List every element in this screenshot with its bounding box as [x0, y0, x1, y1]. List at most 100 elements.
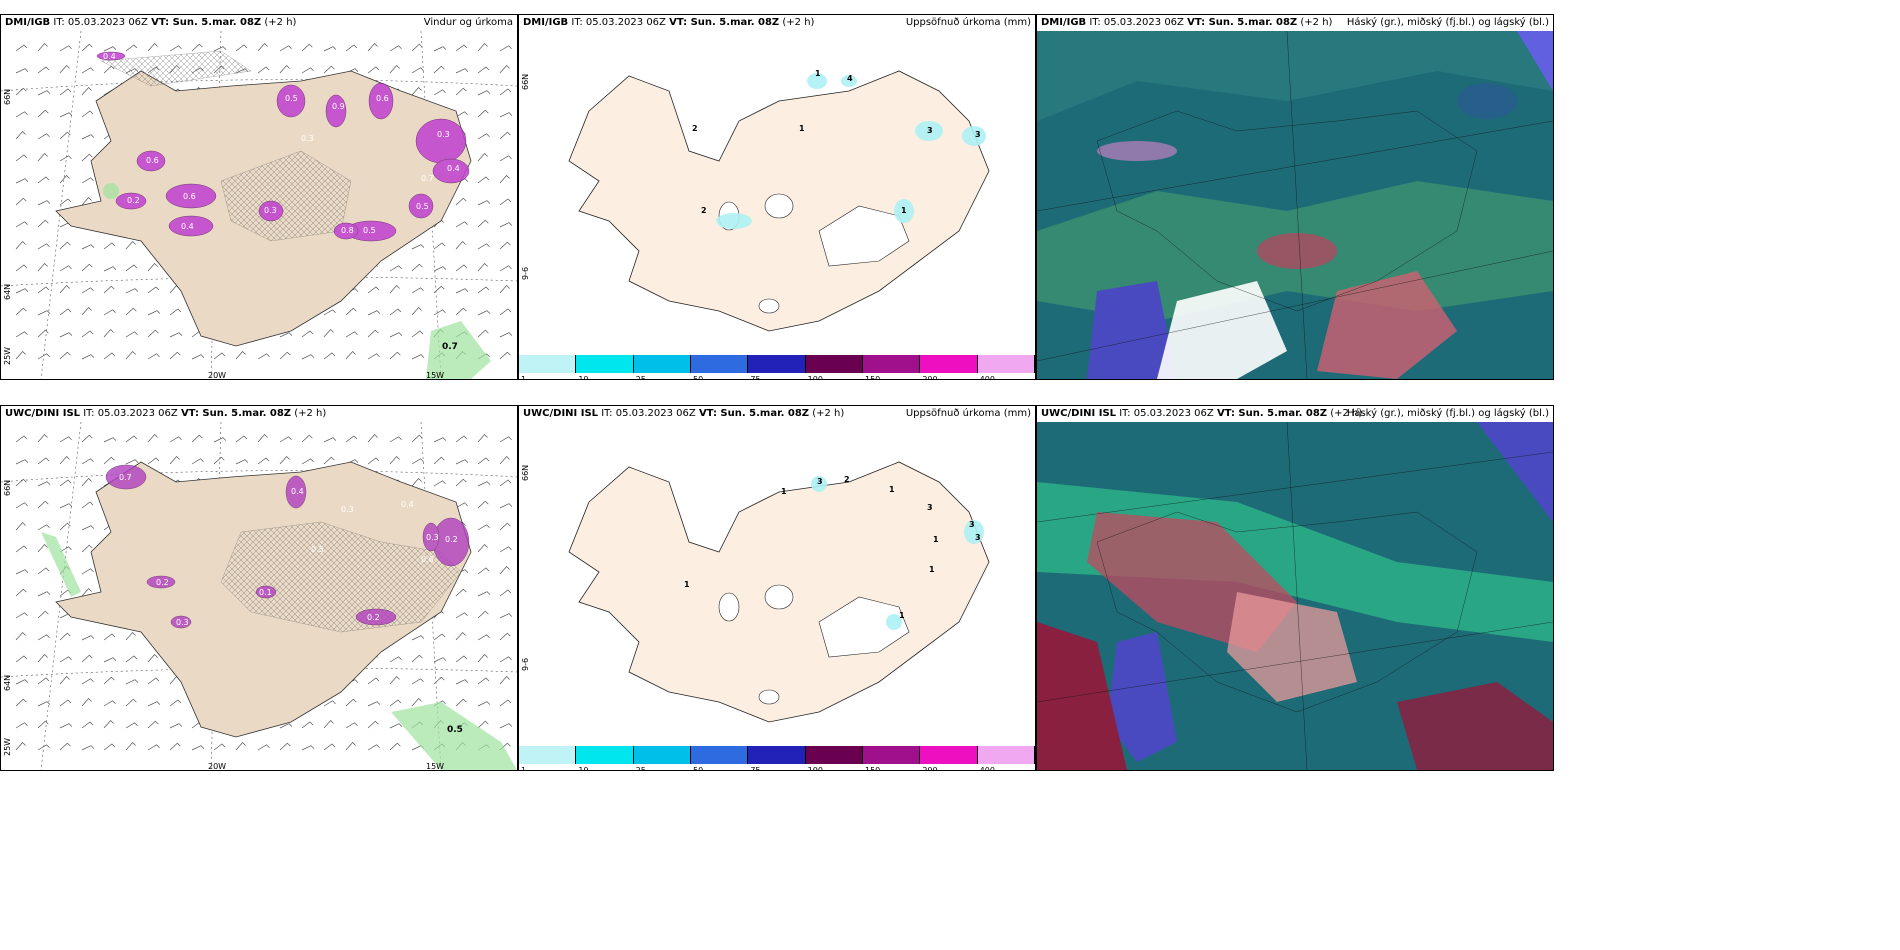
colorbar-label: 25: [635, 375, 646, 380]
colorbar-label: 200: [922, 766, 938, 771]
wind-barb: [15, 569, 29, 575]
colorbar-swatch: [863, 355, 921, 373]
colorbar-swatch: [920, 746, 978, 764]
wind-barb: [37, 310, 51, 316]
valid-time: VT: Sun. 5.mar. 08Z: [180, 408, 292, 419]
model-source: DMI/IGB: [523, 17, 569, 28]
wind-barb: [59, 656, 72, 663]
wind-barb: [301, 721, 314, 729]
wind-barb: [433, 242, 446, 250]
wind-barb: [345, 722, 358, 729]
valid-time: VT: Sun. 5.mar. 08Z: [698, 408, 810, 419]
precip-value-label: 0.7: [119, 473, 132, 482]
lat-label-66n: 66N: [3, 88, 12, 105]
wind-barb: [37, 152, 48, 162]
wind-barb: [103, 657, 117, 663]
wind-barb: [477, 243, 490, 250]
wind-barb: [499, 565, 510, 575]
wind-barb: [257, 744, 270, 751]
wind-barb: [169, 723, 183, 729]
wind-barb: [125, 722, 138, 729]
wind-barb: [345, 44, 358, 52]
wind-barb: [213, 743, 226, 751]
wind-barb: [37, 353, 50, 360]
wind-barb: [59, 479, 72, 487]
lon-label-15w: 15W: [426, 371, 445, 380]
wind-barb: [59, 131, 71, 140]
wind-barb: [15, 240, 26, 250]
lon-label-25w: 25W: [3, 346, 12, 365]
wind-barb: [147, 42, 158, 52]
wind-barb: [213, 456, 225, 465]
wind-barb: [59, 522, 71, 531]
wind-barb: [345, 741, 356, 751]
wind-barb: [103, 46, 117, 52]
wind-barb: [103, 437, 117, 443]
wind-barb: [389, 351, 401, 360]
wind-barb: [455, 87, 467, 96]
wind-barb: [37, 653, 48, 663]
lat-label-66n: 66N: [3, 479, 12, 496]
wind-barb: [169, 436, 182, 443]
wind-barb: [15, 655, 28, 663]
wind-barb: [499, 308, 512, 316]
wind-barb: [279, 723, 293, 729]
colorbar-swatch: [805, 355, 863, 373]
wind-barb: [499, 45, 512, 52]
accumulated-precip-label: 1: [815, 69, 821, 78]
wind-barb: [301, 67, 314, 74]
wind-barb: [455, 631, 466, 641]
wind-barb: [323, 328, 334, 338]
wind-barb: [301, 434, 313, 443]
wind-barb: [103, 309, 116, 316]
wind-barb: [411, 306, 422, 316]
wind-barb: [125, 679, 139, 685]
wind-barb: [37, 219, 49, 228]
wind-barb: [59, 45, 72, 52]
wind-barb: [477, 200, 491, 206]
wind-barb: [213, 437, 227, 443]
wind-barb: [455, 435, 468, 443]
lon-label-25w: 25W: [3, 737, 12, 756]
accumulated-precip-map: 1 4 3 3 2 1 2 1: [568, 69, 990, 332]
wind-barb: [301, 745, 315, 751]
wind-barb: [37, 567, 50, 575]
wind-barb: [81, 287, 94, 294]
wind-barb: [15, 478, 27, 487]
wind-barb: [169, 742, 181, 751]
wind-barb: [81, 501, 94, 509]
precip-value-label: 0.5: [311, 545, 324, 554]
wind-barb: [389, 699, 402, 707]
wind-barb: [103, 700, 116, 707]
wind-barb: [499, 522, 511, 531]
wind-barb: [433, 89, 446, 96]
lon-label-15w: 15W: [426, 762, 445, 771]
accumulated-precip-panel-bottom: UWC/DINI ISL IT: 05.03.2023 06Z VT: Sun.…: [518, 405, 1036, 771]
init-time: IT: 05.03.2023 06Z: [1089, 17, 1184, 28]
wind-barb: [15, 722, 28, 729]
precip-value-label: 0.3: [176, 618, 189, 627]
colorbar-label: 200: [922, 375, 938, 380]
precip-value-label: 0.3: [437, 130, 450, 139]
wind-precip-map: 0.4 0.5 0.9 0.6 0.3 0.4 0.6 0.4 0.2 0.3 0.5 0.8 0.6 0…: [1, 31, 517, 379]
colorbar-label: 75: [750, 766, 761, 771]
wind-barb: [477, 152, 488, 162]
precip-value-label: 0.4: [181, 222, 194, 231]
wind-barb: [433, 456, 445, 465]
precip-value-label: 0.1: [259, 588, 272, 597]
wind-barb: [499, 503, 513, 509]
wind-barb: [345, 698, 357, 707]
wind-barb: [367, 720, 379, 729]
accumulated-precip-label: 3: [975, 533, 981, 542]
wind-barb: [477, 481, 491, 487]
wind-barb: [15, 221, 28, 228]
wind-barb: [59, 436, 72, 443]
wind-barb: [455, 502, 468, 509]
wind-barb: [147, 677, 160, 685]
wind-barb: [191, 745, 205, 751]
precip-value-label: 0.5: [416, 202, 429, 211]
wind-barb: [411, 86, 422, 96]
wind-barb: [15, 331, 28, 338]
model-source: UWC/DINI ISL: [5, 408, 81, 419]
lat-label-66n: 66N: [521, 73, 530, 90]
